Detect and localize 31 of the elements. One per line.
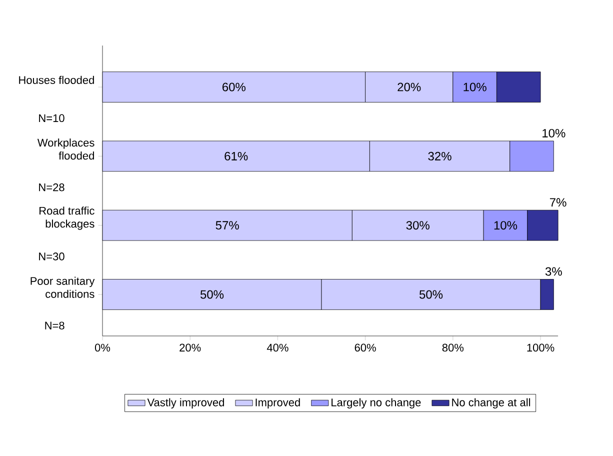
y-tick-label: Houses flooded	[19, 76, 94, 84]
data-label: 30%	[406, 221, 430, 230]
x-tick-label: 60%	[354, 344, 376, 352]
y-tick-label: Workplaces flooded	[37, 138, 94, 160]
data-label: 7%	[550, 198, 566, 207]
x-tick-label: 80%	[442, 344, 464, 352]
x-tick-label: 0%	[94, 344, 110, 352]
data-label: 50%	[419, 290, 443, 299]
text: N=10	[39, 114, 64, 122]
data-label: 10%	[542, 129, 566, 138]
data-label: 32%	[428, 152, 452, 161]
legend-label: Improved	[256, 398, 300, 409]
text: N=30	[39, 252, 64, 261]
y-tick-label: Road traffic blockages	[40, 206, 94, 230]
data-label: 60%	[222, 83, 246, 92]
x-tick-label: 20%	[180, 344, 201, 352]
data-label: 10%	[494, 221, 518, 230]
legend-label: Vastly improved	[147, 398, 224, 409]
data-label: 3%	[545, 267, 562, 276]
x-tick-label: 100%	[527, 344, 554, 352]
data-label: 20%	[398, 83, 421, 92]
y-tick-label: Poor sanitary conditions	[30, 277, 95, 298]
x-tick-label: 40%	[266, 344, 288, 352]
data-label: 57%	[216, 221, 239, 230]
text: N=8	[45, 322, 64, 330]
legend-label: Largely no change	[332, 398, 421, 409]
data-label: 61%	[224, 152, 248, 161]
text: N=28	[39, 184, 64, 192]
legend-label: No change at all	[452, 398, 530, 409]
data-label: 10%	[464, 83, 486, 92]
data-label: 50%	[200, 290, 224, 299]
